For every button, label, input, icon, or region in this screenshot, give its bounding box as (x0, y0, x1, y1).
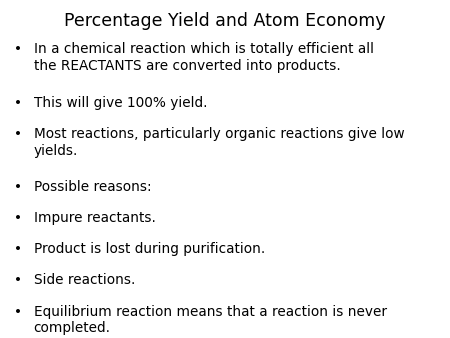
Text: This will give 100% yield.: This will give 100% yield. (34, 96, 207, 110)
Text: •: • (14, 273, 22, 287)
Text: In a chemical reaction which is totally efficient all
the REACTANTS are converte: In a chemical reaction which is totally … (34, 42, 374, 73)
Text: Possible reasons:: Possible reasons: (34, 180, 151, 194)
Text: •: • (14, 211, 22, 225)
Text: •: • (14, 305, 22, 318)
Text: •: • (14, 42, 22, 56)
Text: Product is lost during purification.: Product is lost during purification. (34, 242, 265, 256)
Text: Equilibrium reaction means that a reaction is never
completed.: Equilibrium reaction means that a reacti… (34, 305, 387, 335)
Text: •: • (14, 242, 22, 256)
Text: Most reactions, particularly organic reactions give low
yields.: Most reactions, particularly organic rea… (34, 127, 405, 158)
Text: •: • (14, 96, 22, 110)
Text: •: • (14, 180, 22, 194)
Text: •: • (14, 127, 22, 141)
Text: Percentage Yield and Atom Economy: Percentage Yield and Atom Economy (64, 12, 386, 30)
Text: Impure reactants.: Impure reactants. (34, 211, 156, 225)
Text: Side reactions.: Side reactions. (34, 273, 135, 287)
